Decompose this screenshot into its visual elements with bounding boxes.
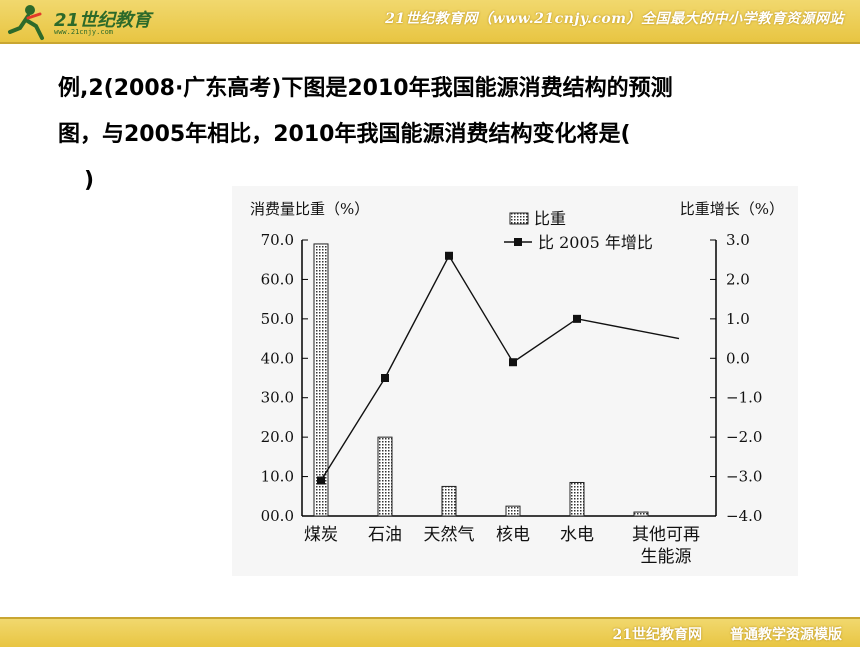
line-point-石油 bbox=[381, 374, 389, 382]
bar-series bbox=[313, 243, 649, 517]
category-label: 煤炭 bbox=[304, 525, 338, 545]
question-line-3: ) bbox=[84, 168, 95, 193]
legend-bar-label: 比重 bbox=[534, 209, 566, 228]
left-tick-label: 40.0 bbox=[261, 349, 294, 367]
bar-煤炭 bbox=[313, 243, 329, 517]
category-label: 水电 bbox=[560, 525, 594, 545]
question-line-2: 图，与2005年相比，2010年我国能源消费结构变化将是( bbox=[58, 122, 631, 147]
legend-line-marker bbox=[514, 238, 522, 246]
logo-url: www.21cnjy.com bbox=[54, 28, 114, 36]
chart-axes bbox=[301, 239, 717, 517]
site-logo[interactable]: 21世纪教育 www.21cnjy.com bbox=[6, 2, 166, 42]
header-slogan: 21世纪教育网（www.21cnjy.com）全国最大的中小学教育资源网站 bbox=[385, 11, 844, 27]
left-axis-title: 消费量比重（%） bbox=[250, 200, 369, 218]
right-tick-label: 2.0 bbox=[726, 270, 750, 288]
left-tick-label: 50.0 bbox=[261, 310, 294, 328]
chart-panel: 00.0 10.0 20.0 30.0 40.0 50.0 60.0 70.0 −4.0 −3.0… bbox=[232, 186, 798, 576]
line-series bbox=[317, 251, 680, 485]
right-tick-label: −4.0 bbox=[726, 507, 762, 525]
right-tick-label: 0.0 bbox=[726, 349, 750, 367]
bar-水电 bbox=[569, 481, 585, 517]
line-point-核电 bbox=[509, 358, 517, 367]
right-tick-label: −3.0 bbox=[726, 468, 762, 486]
category-label: 核电 bbox=[496, 525, 530, 545]
bar-天然气 bbox=[441, 485, 457, 517]
category-label: 石油 bbox=[368, 525, 402, 545]
legend-bar-swatch bbox=[509, 212, 529, 225]
left-tick-label: 30.0 bbox=[261, 389, 294, 407]
line-point-天然气 bbox=[445, 251, 453, 260]
line-path bbox=[320, 254, 680, 481]
chart-legend: 比重比 2005 年增比 bbox=[504, 209, 653, 252]
line-point-煤炭 bbox=[317, 476, 325, 485]
bar-核电 bbox=[505, 505, 521, 517]
left-tick-label: 60.0 bbox=[261, 270, 294, 288]
right-tick-label: −1.0 bbox=[726, 389, 762, 407]
bar-其他可再生能源 bbox=[633, 511, 649, 517]
footer-text: 21世纪教育网 普通教学资源模版 bbox=[612, 627, 842, 643]
right-tick-label: −2.0 bbox=[726, 428, 762, 446]
left-tick-label: 10.0 bbox=[261, 468, 294, 486]
header-band: 21世纪教育 www.21cnjy.com 21世纪教育网（www.21cnjy… bbox=[0, 0, 860, 44]
question-text: 例,2(2008·广东高考)下图是2010年我国能源消费结构的预测 图，与200… bbox=[58, 66, 818, 204]
category-label: 其他可再 bbox=[632, 525, 700, 545]
question-line-1: 例,2(2008·广东高考)下图是2010年我国能源消费结构的预测 bbox=[58, 76, 673, 101]
right-tick-label: 3.0 bbox=[726, 231, 750, 249]
bar-石油 bbox=[377, 436, 393, 517]
right-axis-title: 比重增长（%） bbox=[680, 200, 784, 218]
left-tick-label: 00.0 bbox=[261, 507, 294, 525]
logo-text: 21世纪教育 bbox=[54, 10, 152, 31]
line-point-水电 bbox=[573, 314, 581, 323]
left-tick-label: 20.0 bbox=[261, 428, 294, 446]
category-label: 天然气 bbox=[424, 525, 475, 545]
right-tick-label: 1.0 bbox=[726, 310, 750, 328]
footer-band: 21世纪教育网 普通教学资源模版 bbox=[0, 617, 860, 647]
energy-chart: 00.0 10.0 20.0 30.0 40.0 50.0 60.0 70.0 −4.0 −3.0… bbox=[250, 200, 784, 567]
category-label: 生能源 bbox=[641, 547, 692, 567]
runner-icon bbox=[8, 5, 44, 40]
legend-line-label: 比 2005 年增比 bbox=[538, 233, 653, 252]
left-tick-label: 70.0 bbox=[261, 231, 294, 249]
chart-labels: 00.0 10.0 20.0 30.0 40.0 50.0 60.0 70.0 −4.0 −3.0… bbox=[250, 200, 784, 567]
